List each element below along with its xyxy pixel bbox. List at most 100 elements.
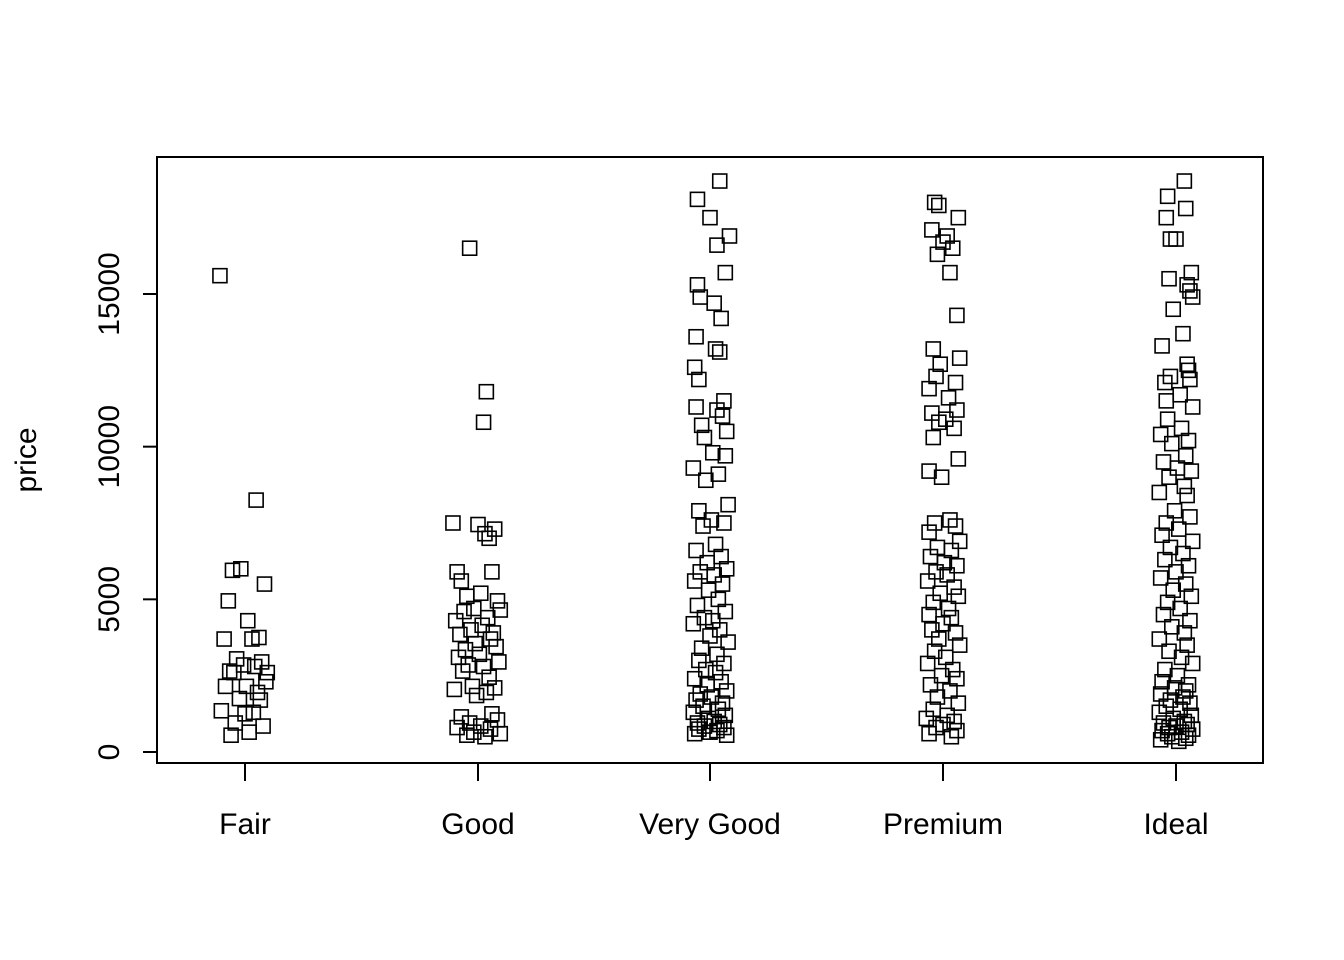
data-point <box>691 721 707 737</box>
data-point <box>698 472 714 489</box>
data-point <box>475 658 492 675</box>
x-tick-label-very-good: Very Good <box>639 808 781 841</box>
data-point <box>696 429 713 446</box>
data-point <box>1179 637 1195 653</box>
data-point <box>720 634 736 650</box>
data-point <box>935 234 951 250</box>
data-point <box>460 657 477 673</box>
data-point <box>1172 600 1188 617</box>
data-point <box>1170 521 1187 537</box>
data-point <box>686 670 703 687</box>
x-tick-label-good: Good <box>441 808 514 841</box>
data-point <box>1152 731 1169 748</box>
data-point <box>685 615 702 632</box>
data-point <box>686 573 703 589</box>
data-point <box>702 209 718 226</box>
data-point <box>950 451 967 467</box>
data-point <box>472 585 489 602</box>
data-point <box>1152 426 1169 443</box>
y-tick-label: 10000 <box>93 405 126 488</box>
data-point <box>931 414 947 431</box>
data-point <box>709 402 725 418</box>
data-point <box>1175 545 1191 562</box>
data-point <box>221 663 238 679</box>
data-point <box>925 341 942 357</box>
data-point <box>492 725 509 742</box>
data-point <box>1169 667 1186 684</box>
data-point <box>926 515 943 531</box>
data-point <box>220 593 237 609</box>
data-point <box>946 420 962 437</box>
data-point <box>1173 649 1190 666</box>
data-point <box>1154 527 1170 544</box>
data-point <box>1162 231 1179 247</box>
data-point <box>685 460 702 476</box>
data-point <box>1154 338 1170 354</box>
data-point <box>1184 399 1201 415</box>
data-point <box>1162 539 1179 556</box>
data-point <box>1179 487 1195 504</box>
y-tick-label: 15000 <box>93 252 126 335</box>
data-point <box>1158 393 1175 409</box>
x-axis: Fair Good Very Good Premium Ideal <box>219 763 1209 841</box>
data-point <box>709 237 725 253</box>
data-point <box>943 609 960 626</box>
data-point <box>1152 570 1169 586</box>
data-point <box>710 466 727 482</box>
data-point <box>454 663 471 679</box>
data-point <box>477 525 493 542</box>
data-point <box>949 557 965 574</box>
data-point <box>486 680 503 696</box>
data-point <box>688 399 704 415</box>
data-point <box>459 727 475 744</box>
data-point <box>241 724 257 740</box>
data-point <box>706 295 722 311</box>
series-fair <box>212 267 276 744</box>
data-point <box>713 673 729 690</box>
series-premium <box>918 194 968 745</box>
data-point <box>928 564 944 580</box>
data-point <box>716 515 732 531</box>
data-point <box>1177 683 1194 699</box>
data-point <box>950 209 967 226</box>
data-point <box>1158 209 1175 226</box>
data-point <box>1161 270 1177 287</box>
data-point <box>714 576 731 592</box>
data-point <box>1151 484 1168 501</box>
data-point <box>1180 557 1197 574</box>
data-point <box>217 678 234 695</box>
data-point <box>467 635 484 652</box>
data-point <box>929 689 946 705</box>
data-point <box>921 463 937 479</box>
data-point <box>691 371 707 388</box>
data-point <box>231 690 248 707</box>
data-point <box>224 562 241 579</box>
data-point <box>693 640 710 656</box>
data-point <box>706 567 722 583</box>
data-point <box>947 518 964 534</box>
data-point <box>944 240 961 256</box>
x-tick-label-ideal: Ideal <box>1143 808 1208 841</box>
data-point <box>227 715 244 731</box>
data-point <box>491 654 507 670</box>
data-point <box>692 686 709 702</box>
data-point <box>478 684 495 701</box>
data-point <box>700 582 717 598</box>
data-point <box>1164 619 1180 635</box>
data-point <box>1175 325 1191 342</box>
data-point <box>484 706 500 722</box>
data-point <box>213 702 230 719</box>
data-point <box>939 228 955 244</box>
data-point <box>475 414 492 431</box>
data-point <box>711 344 728 360</box>
data-point <box>1182 371 1198 388</box>
data-point <box>940 600 957 617</box>
data-point <box>1162 368 1179 385</box>
data-point <box>714 408 731 424</box>
data-point <box>931 197 947 214</box>
data-point <box>1179 356 1195 373</box>
y-axis: 0 5000 10000 15000 <box>93 252 157 760</box>
data-point <box>1159 411 1176 427</box>
data-point <box>1182 612 1198 629</box>
data-point <box>720 496 736 513</box>
